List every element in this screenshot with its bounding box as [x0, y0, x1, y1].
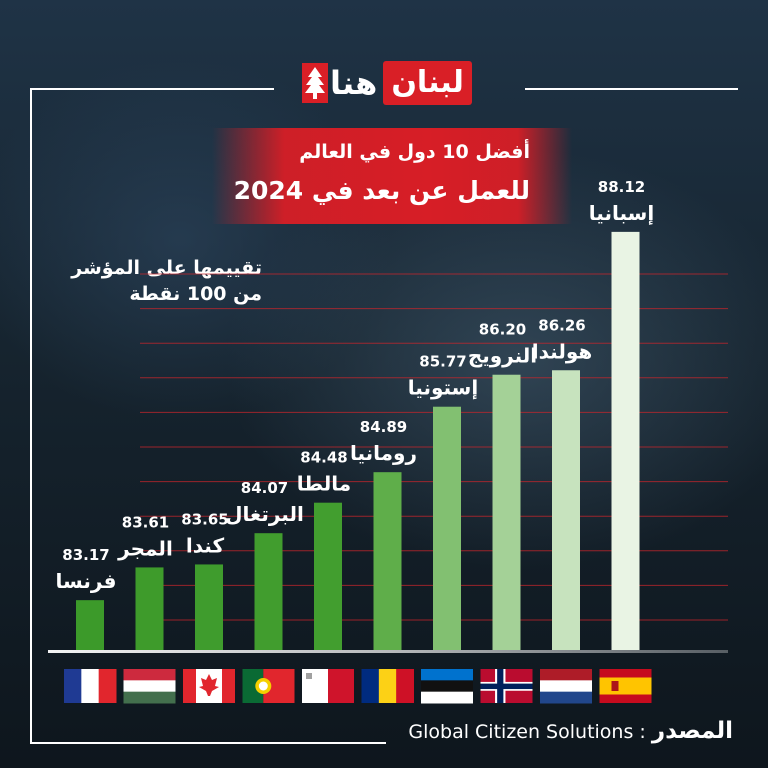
frame-left-line	[30, 88, 32, 744]
flag-hungary-icon	[123, 669, 176, 704]
value-label: 88.12	[598, 178, 645, 196]
flag-france-icon	[64, 669, 117, 703]
bar	[611, 231, 640, 650]
category-label: النرويج	[468, 344, 537, 368]
y-axis-caption-line2: من 100 نقطة	[129, 283, 262, 305]
bar	[314, 502, 342, 650]
cedar-icon	[302, 63, 329, 103]
title-band	[212, 128, 572, 224]
flag-malta-icon	[302, 669, 354, 703]
source-credit: المصدر : Global Citizen Solutions	[398, 718, 733, 744]
bar	[254, 533, 283, 650]
value-label: 84.89	[360, 418, 407, 436]
source-value: Global Citizen Solutions	[408, 721, 634, 743]
flag-canada-icon	[183, 669, 235, 703]
bar	[76, 600, 104, 650]
chart-title-line1: أفضل 10 دول في العالم	[299, 141, 530, 163]
flag-estonia-icon	[421, 669, 473, 704]
brand-logo: لبنان هنا	[292, 58, 482, 108]
flag-portugal-icon	[242, 669, 295, 703]
flag-spain-icon	[599, 669, 652, 703]
chart-title-line2: للعمل عن بعد في 2024	[233, 176, 530, 205]
category-label: مالطا	[297, 472, 351, 496]
value-label: 86.20	[479, 321, 526, 339]
chart-baseline	[48, 650, 728, 653]
value-label: 84.48	[300, 449, 347, 467]
flag-romania-icon	[361, 669, 414, 703]
bar	[433, 406, 461, 650]
logo-text-here: هنا	[330, 64, 378, 102]
category-label: كندا	[186, 533, 225, 557]
logo-text-lebanon: لبنان	[383, 61, 472, 105]
value-label: 83.65	[181, 510, 228, 528]
category-label: فرنسا	[56, 569, 117, 593]
flag-norway-icon	[480, 669, 533, 703]
frame-bottom-line	[30, 742, 386, 744]
category-label: رومانيا	[350, 441, 417, 465]
source-label: المصدر	[651, 718, 733, 744]
bar	[135, 567, 164, 650]
source-separator: :	[639, 721, 646, 743]
category-label: المجر	[117, 536, 173, 560]
category-label: إستونيا	[408, 376, 478, 400]
frame-top-right-line	[525, 88, 738, 90]
flag-netherlands-icon	[540, 669, 592, 704]
bar	[552, 370, 580, 650]
category-label: البرتغال	[225, 502, 304, 526]
frame-top-left-line	[30, 88, 274, 90]
value-label: 84.07	[241, 479, 288, 497]
value-label: 83.17	[62, 546, 109, 564]
category-label: هولندا	[532, 339, 593, 363]
bar	[373, 472, 402, 650]
bar	[195, 564, 223, 650]
category-label: إسبانيا	[589, 201, 654, 225]
value-label: 86.26	[538, 316, 585, 334]
value-label: 83.61	[122, 513, 169, 531]
bar	[492, 374, 521, 650]
value-label: 85.77	[419, 353, 466, 371]
